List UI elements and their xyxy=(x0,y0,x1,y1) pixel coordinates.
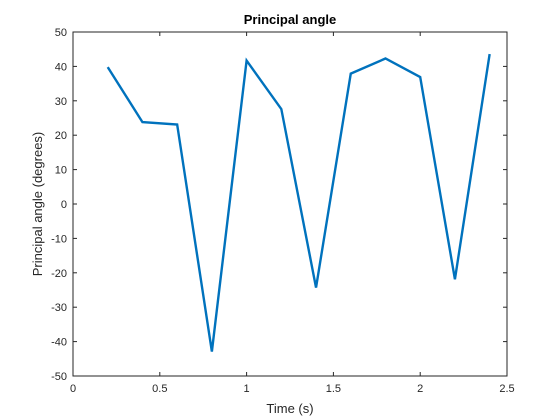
x-tick-label: 2.5 xyxy=(499,383,514,395)
y-tick-label: 30 xyxy=(55,96,67,108)
x-tick-label: 0.5 xyxy=(152,383,167,395)
x-tick-label: 1.5 xyxy=(326,383,341,395)
y-axis-label: Principal angle (degrees) xyxy=(30,132,45,277)
x-tick-label: 2 xyxy=(417,383,423,395)
y-tick-label: -20 xyxy=(51,268,67,280)
plot-area xyxy=(73,32,507,376)
y-tick-label: -40 xyxy=(51,337,67,349)
series-layer xyxy=(106,53,491,352)
x-axis-label: Time (s) xyxy=(266,401,313,416)
y-tick-label: 10 xyxy=(55,165,67,177)
y-tick-label: -10 xyxy=(51,233,67,245)
series-line xyxy=(106,53,491,352)
x-ticks: 0 0.5 1 1.5 2 2.5 xyxy=(70,32,515,395)
y-tick-label: 50 xyxy=(55,27,67,39)
y-tick-label: -50 xyxy=(51,371,67,383)
x-tick-label: 0 xyxy=(70,383,76,395)
y-tick-label: 20 xyxy=(55,130,67,142)
chart-title: Principal angle xyxy=(244,12,336,27)
y-tick-label: 40 xyxy=(55,61,67,73)
x-tick-label: 1 xyxy=(244,383,250,395)
y-tick-label: 0 xyxy=(61,199,67,211)
y-ticks: -50 -40 -30 -20 -10 0 10 20 30 40 50 xyxy=(51,27,507,383)
y-tick-label: -30 xyxy=(51,302,67,314)
